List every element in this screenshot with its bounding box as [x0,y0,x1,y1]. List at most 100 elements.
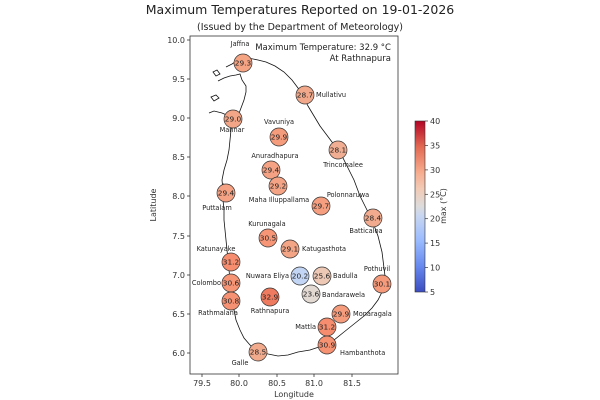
station-vavuniya: 29.9 Vavuniya [264,118,294,147]
y-tick: 9.5 [172,75,185,84]
station-label: Galle [232,359,249,367]
x-tick: 80.0 [230,379,248,388]
colorbar-tick: 25 [430,190,440,199]
x-axis-label: Longitude [274,390,314,399]
station-label: Katugasthota [302,245,346,253]
colorbar-tick: 10 [430,264,440,273]
station-value: 30.6 [223,279,240,288]
station-label: Katunayake [197,245,236,253]
station-marker [268,176,288,196]
station-puttalam: 29.4 Puttalam [202,183,236,212]
station-label: Kurunagala [248,220,285,228]
station-bandarawela: 23.6 Bandarawela [301,284,365,304]
chart-title: Maximum Temperatures Reported on 19-01-2… [145,2,455,17]
station-label: Nuwara Eliya [246,272,289,280]
station-marker [328,140,348,160]
station-label: Maha Illuppallama [249,196,309,204]
station-label: Anuradhapura [251,152,298,160]
colorbar: 40 35 30 25 20 15 10 5 max (°C) [414,117,448,297]
colorbar-tick: 35 [430,141,440,150]
station-label: Rathnapura [251,307,290,315]
station-label: Jaffna [230,40,250,48]
station-value: 29.0 [225,115,242,124]
y-tick: 6.5 [172,310,185,319]
colorbar-tick: 20 [430,215,440,224]
station-label: Rathmalana [198,309,238,317]
station-rathnapura: 32.9 Rathnapura [251,287,290,315]
station-rathmalana: 30.8 Rathmalana [198,291,241,317]
y-tick: 7.0 [172,271,185,280]
station-label: Trincomalee [322,161,363,169]
y-tick: 7.5 [172,232,185,241]
y-tick: 8.5 [172,153,185,162]
station-value: 29.4 [218,189,235,198]
station-value: 20.2 [292,272,308,281]
station-polonnaruwa: 29.7 Polonnaruwa [311,191,369,216]
x-tick: 80.5 [268,379,286,388]
station-value: 29.7 [313,202,330,211]
colorbar-tick: 30 [430,166,440,175]
station-marker [216,183,236,203]
station-value: 28.1 [330,146,347,155]
station-label: Mattla [295,323,316,331]
station-label: Puttalam [202,204,232,212]
station-label: Mullativu [316,91,346,99]
station-jaffna: 29.3 Jaffna [230,40,253,73]
station-marker [317,335,337,355]
colorbar-label: max (°C) [439,188,448,224]
station-value: 30.8 [223,297,240,306]
station-value: 29.3 [235,59,252,68]
station-marker [290,266,310,286]
station-katunayake: 31.2 Katunayake [197,245,241,272]
y-axis: 10.0 9.5 9.0 8.5 8.0 7.5 7.0 6.5 6.0 Lat… [149,36,190,358]
station-value: 28.7 [297,91,314,100]
station-label: Vavuniya [264,118,294,126]
station-monaragala: 29.9 Monaragala [331,304,392,324]
x-axis: 79.5 80.0 80.5 81.0 81.5 Longitude [193,374,361,399]
station-label: Polonnaruwa [327,191,369,199]
station-value: 29.4 [263,166,280,175]
station-marker [311,196,331,216]
station-pothuvil: 30.1 Pothuvil [364,265,392,294]
x-tick: 81.5 [343,379,361,388]
station-label: Colombo [192,279,221,287]
chart-subtitle: (Issued by the Department of Meteorology… [196,22,404,33]
station-value: 30.5 [260,234,277,243]
station-marker [312,266,332,286]
station-marker [233,53,253,73]
station-value: 31.2 [223,258,239,267]
station-mullativu: 28.7 Mullativu [295,85,346,105]
station-value: 32.9 [262,293,279,302]
station-value: 28.5 [250,348,267,357]
station-marker [221,252,241,272]
station-label: Hambanthota [340,349,385,357]
max-temp-annotation: Maximum Temperature: 32.9 °C [255,43,391,53]
station-marker [301,284,321,304]
station-katugasthota: 29.1 Katugasthota [280,239,346,259]
x-tick: 81.0 [305,379,323,388]
station-label: Pothuvil [364,265,390,273]
station-marker [261,160,281,180]
station-maha-illuppallama: 29.2 Maha Illuppallama [249,176,309,204]
station-label: Badulla [333,272,358,280]
station-marker [221,291,241,311]
station-trincomalee: 28.1 Trincomalee [322,140,363,169]
station-value: 29.9 [333,310,350,319]
station-value: 31.2 [319,323,335,332]
station-anuradhapura: 29.4 Anuradhapura [251,152,299,180]
station-mannar: 29.0 Mannar [220,109,245,134]
colorbar-tick: 5 [430,288,435,297]
station-marker [223,109,243,129]
station-value: 29.9 [271,133,288,142]
station-label: Bandarawela [322,291,365,299]
station-value: 28.4 [365,214,382,223]
station-marker [372,274,392,294]
station-marker [295,85,315,105]
x-tick: 79.5 [193,379,211,388]
y-tick: 8.0 [172,192,185,201]
station-marker [269,127,289,147]
